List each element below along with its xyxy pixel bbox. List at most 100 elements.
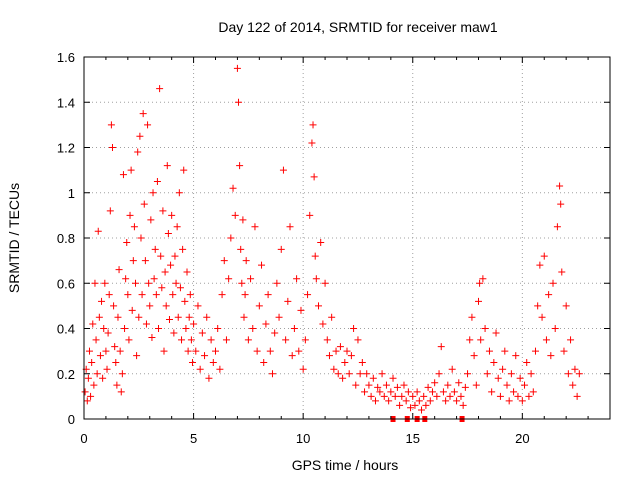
data-point xyxy=(336,343,344,351)
data-point xyxy=(85,347,93,355)
data-point xyxy=(238,279,246,287)
data-point xyxy=(343,347,351,355)
data-point xyxy=(100,325,108,332)
data-point xyxy=(347,352,355,360)
data-point xyxy=(147,216,155,224)
data-point xyxy=(112,358,120,366)
data-point xyxy=(84,374,92,382)
data-point xyxy=(536,261,544,269)
data-point xyxy=(89,320,97,328)
data-point xyxy=(185,313,193,321)
data-point xyxy=(476,279,484,287)
data-point xyxy=(464,370,472,378)
data-point xyxy=(190,320,198,328)
data-point xyxy=(558,268,566,276)
data-point xyxy=(481,325,489,332)
data-point xyxy=(161,268,169,276)
data-point xyxy=(152,291,160,299)
data-point xyxy=(241,291,249,299)
data-point xyxy=(142,320,150,328)
data-point xyxy=(385,397,393,405)
data-point xyxy=(137,234,145,242)
data-point xyxy=(251,223,259,231)
data-point xyxy=(380,392,388,400)
data-point xyxy=(317,239,325,247)
data-point xyxy=(130,223,138,231)
data-point xyxy=(308,139,316,147)
data-point xyxy=(472,381,480,389)
data-point xyxy=(205,374,213,382)
data-point xyxy=(118,370,126,378)
data-point xyxy=(94,227,102,235)
data-point xyxy=(103,365,111,373)
data-point xyxy=(378,370,386,378)
data-point xyxy=(367,392,375,400)
data-point xyxy=(99,374,107,382)
data-point xyxy=(158,284,166,292)
data-point xyxy=(113,381,121,389)
data-point xyxy=(309,121,317,129)
y-tick-label: 0.8 xyxy=(57,231,75,246)
data-point xyxy=(374,383,382,391)
data-point xyxy=(183,268,191,276)
data-point xyxy=(311,252,319,260)
data-point xyxy=(119,171,127,179)
data-point xyxy=(288,352,296,360)
data-point xyxy=(157,252,165,260)
x-tick-label: 10 xyxy=(296,431,310,446)
data-point xyxy=(483,370,491,378)
data-point xyxy=(525,392,533,400)
data-point xyxy=(90,381,98,389)
data-point xyxy=(222,336,230,344)
data-point xyxy=(396,401,404,409)
data-point xyxy=(455,379,463,387)
data-point xyxy=(149,189,157,197)
data-point xyxy=(534,302,542,310)
data-point xyxy=(170,329,178,337)
y-tick-label: 0.6 xyxy=(57,276,75,291)
data-point xyxy=(253,347,261,355)
data-point xyxy=(164,229,172,237)
data-point xyxy=(496,392,504,400)
data-point xyxy=(325,352,333,360)
data-point xyxy=(442,397,450,405)
y-tick-label: 1 xyxy=(68,186,75,201)
data-point xyxy=(123,239,131,247)
data-point xyxy=(150,275,158,283)
data-point xyxy=(382,381,390,389)
data-point xyxy=(81,388,89,396)
data-point xyxy=(404,388,412,396)
data-point xyxy=(124,291,132,299)
data-point xyxy=(363,370,371,378)
data-point xyxy=(409,392,417,400)
data-point xyxy=(551,325,559,332)
data-point xyxy=(477,336,485,344)
data-point xyxy=(312,275,320,283)
data-point xyxy=(194,302,202,310)
data-point xyxy=(144,121,152,129)
data-point xyxy=(174,313,182,321)
data-point xyxy=(523,358,531,366)
plot-border xyxy=(83,56,611,420)
data-point xyxy=(162,302,170,310)
data-point xyxy=(567,336,575,344)
data-point xyxy=(138,291,146,299)
data-point xyxy=(315,302,323,310)
data-point xyxy=(299,365,307,373)
data-point xyxy=(560,347,568,355)
data-point xyxy=(330,365,338,373)
data-point xyxy=(178,336,186,344)
data-point xyxy=(422,401,430,409)
data-point xyxy=(209,358,217,366)
data-point xyxy=(176,284,184,292)
data-point xyxy=(470,352,478,360)
data-point xyxy=(260,358,268,366)
data-point xyxy=(167,261,175,269)
data-point xyxy=(273,279,281,287)
data-point xyxy=(310,173,318,181)
y-tick-label: 0 xyxy=(68,412,75,427)
data-points xyxy=(81,64,583,414)
data-point xyxy=(365,381,373,389)
data-point xyxy=(571,365,579,373)
data-point xyxy=(516,374,524,382)
